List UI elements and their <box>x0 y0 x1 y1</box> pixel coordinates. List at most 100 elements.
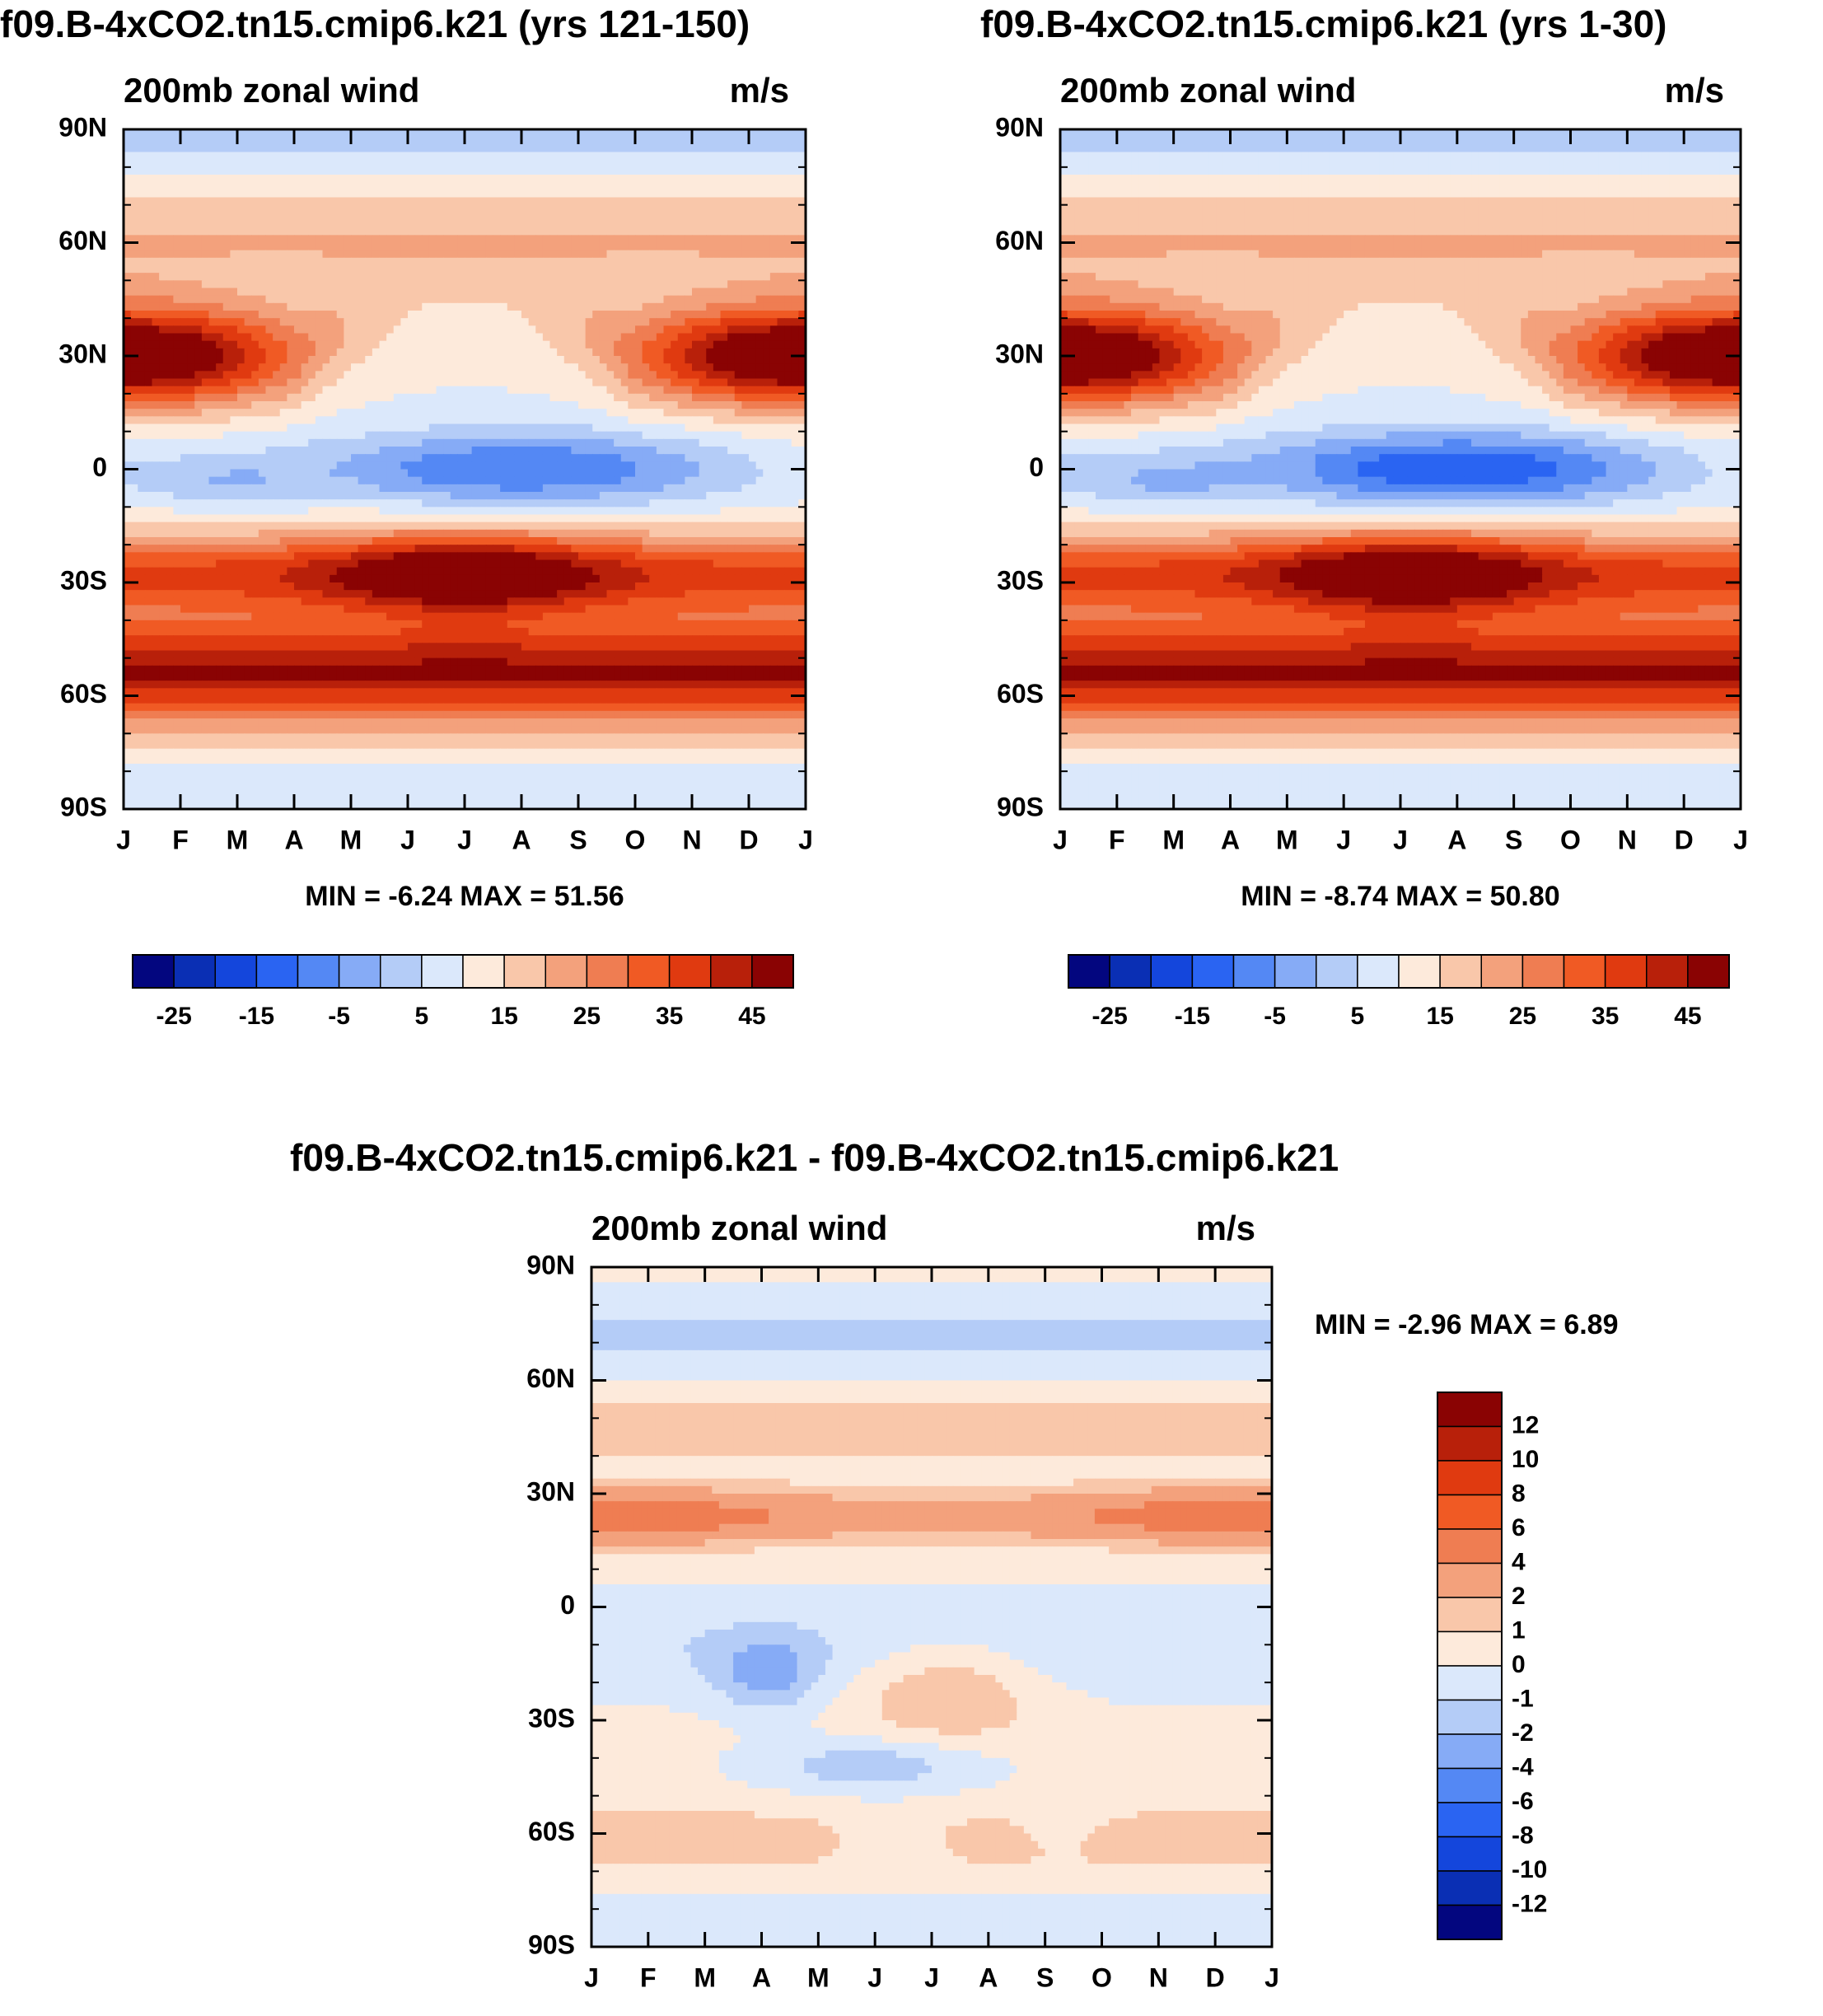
plot2-colorbar: -25 -15 -5 5 15 25 35 45 <box>1068 954 1730 1030</box>
plot1-subtitle: 200mb zonal wind <box>124 71 419 110</box>
colorbar-label: 15 <box>490 1003 517 1030</box>
plot1-units: m/s <box>730 71 789 110</box>
colorbar-swatch <box>586 954 629 989</box>
colorbar-swatch <box>255 954 299 989</box>
colorbar-swatch <box>1437 1562 1503 1598</box>
plot1-xtick-label: M <box>340 825 362 854</box>
colorbar-label: 25 <box>1509 1003 1536 1030</box>
colorbar-swatch <box>751 954 794 989</box>
colorbar-swatch <box>627 954 671 989</box>
plot2-ytick-label: 60N <box>995 226 1044 255</box>
colorbar-swatch <box>1109 954 1152 989</box>
colorbar-swatch <box>1398 954 1441 989</box>
plot2-xtick-label: O <box>1560 825 1581 854</box>
colorbar-swatch <box>462 954 505 989</box>
colorbar-swatch <box>1480 954 1524 989</box>
colorbar-swatch <box>1150 954 1194 989</box>
colorbar-label: 10 <box>1512 1446 1539 1473</box>
plot2-xtick-label: S <box>1505 825 1522 854</box>
plot1-ytick-label: 60S <box>60 679 107 709</box>
colorbar-label: -8 <box>1512 1822 1534 1849</box>
colorbar-swatch <box>1604 954 1648 989</box>
colorbar-swatch <box>503 954 546 989</box>
plot1-ytick-label: 0 <box>92 452 107 482</box>
plot3-ytick-label: 60S <box>528 1817 575 1846</box>
plot1-colorbar: -25 -15 -5 5 15 25 35 45 <box>132 954 794 1030</box>
plot1-contour-field <box>124 129 806 810</box>
colorbar-label: -10 <box>1512 1856 1547 1883</box>
colorbar-swatch <box>380 954 423 989</box>
plot3-ytick-label: 60N <box>526 1363 575 1393</box>
plot2-xtick-label: J <box>1393 825 1408 854</box>
colorbar-swatch <box>1437 1733 1503 1770</box>
plot2-xtick-label: J <box>1336 825 1351 854</box>
plot1-xtick-label: J <box>400 825 415 854</box>
plot1-xtick-label: F <box>172 825 189 854</box>
colorbar-label: -4 <box>1512 1753 1534 1780</box>
colorbar-swatch <box>1687 954 1730 989</box>
plot2-xtick-label: N <box>1618 825 1637 854</box>
colorbar-swatch <box>1437 1870 1503 1906</box>
plot1-xtick-label: M <box>227 825 249 854</box>
plot3-xtick-label: A <box>752 1962 771 1992</box>
plot2-title: f09.B-4xCO2.tn15.cmip6.k21 (yrs 1-30) <box>980 2 1667 46</box>
plot3-xtick-label: O <box>1091 1962 1112 1992</box>
colorbar-swatch <box>1437 1665 1503 1701</box>
plot3-xtick-label: M <box>694 1962 716 1992</box>
colorbar-label: 4 <box>1512 1548 1526 1575</box>
colorbar-label: -2 <box>1512 1719 1534 1747</box>
colorbar-label: 1 <box>1512 1616 1526 1644</box>
plot1-xtick-label: N <box>682 825 701 854</box>
colorbar-swatch <box>1437 1425 1503 1462</box>
plot1-ytick-label: 30S <box>60 565 107 595</box>
plot3-xtick-label: S <box>1036 1962 1054 1992</box>
colorbar-label: 45 <box>738 1003 765 1030</box>
colorbar-swatch <box>1437 1630 1503 1667</box>
plot3-ytick-label: 30S <box>528 1703 575 1733</box>
plot1-ytick-label: 90N <box>58 112 107 142</box>
colorbar-label: -15 <box>239 1003 274 1030</box>
plot3-xtick-label: J <box>1264 1962 1279 1992</box>
colorbar-label: 0 <box>1512 1651 1526 1678</box>
colorbar-label: -12 <box>1512 1890 1547 1917</box>
colorbar-label: -25 <box>1091 1003 1127 1030</box>
colorbar-label: -5 <box>328 1003 350 1030</box>
plot3-xtick-label: N <box>1149 1962 1168 1992</box>
colorbar-swatch <box>710 954 753 989</box>
plot2-ytick-label: 90N <box>995 112 1044 142</box>
colorbar-swatch <box>1437 1528 1503 1565</box>
plot1-xtick-label: J <box>798 825 813 854</box>
plot1-ytick-label: 30N <box>58 339 107 368</box>
plot3-xtick-label: J <box>867 1962 882 1992</box>
colorbar-swatch <box>1068 954 1110 989</box>
plot1-xtick-label: O <box>625 825 646 854</box>
plot3-panel: 90N 60N 30N 0 30S 60S 90S J F M A M J J A S O N D J 200mb zo… <box>526 1209 1618 1992</box>
plot2-ytick-label: 30N <box>995 339 1044 368</box>
plot2-xtick-label: M <box>1162 825 1185 854</box>
colorbar-label: -5 <box>1264 1003 1286 1030</box>
colorbar-label: 45 <box>1674 1003 1701 1030</box>
plot2-ytick-label: 30S <box>997 565 1044 595</box>
plot2-minmax: MIN = -8.74 MAX = 50.80 <box>1241 881 1559 912</box>
colorbar-label: -1 <box>1512 1685 1534 1712</box>
colorbar-label: 25 <box>573 1003 601 1030</box>
plot2-xtick-label: A <box>1447 825 1466 854</box>
colorbar-swatch <box>1437 1597 1503 1633</box>
plot3-ytick-label: 30N <box>526 1476 575 1506</box>
colorbar-swatch <box>1437 1767 1503 1803</box>
plot3-units: m/s <box>1196 1209 1255 1247</box>
colorbar-swatch <box>1437 1460 1503 1496</box>
colorbar-label: 5 <box>1351 1003 1365 1030</box>
colorbar-swatch <box>1357 954 1400 989</box>
colorbar-swatch <box>1439 954 1482 989</box>
colorbar-swatch <box>1191 954 1235 989</box>
colorbar-label: 12 <box>1512 1411 1539 1438</box>
colorbar-label: 8 <box>1512 1480 1526 1507</box>
colorbar-swatch <box>1274 954 1317 989</box>
colorbar-swatch <box>173 954 216 989</box>
plot2-ytick-label: 60S <box>997 679 1044 709</box>
colorbar-label: 2 <box>1512 1583 1526 1610</box>
plot3-ytick-label: 90N <box>526 1250 575 1279</box>
